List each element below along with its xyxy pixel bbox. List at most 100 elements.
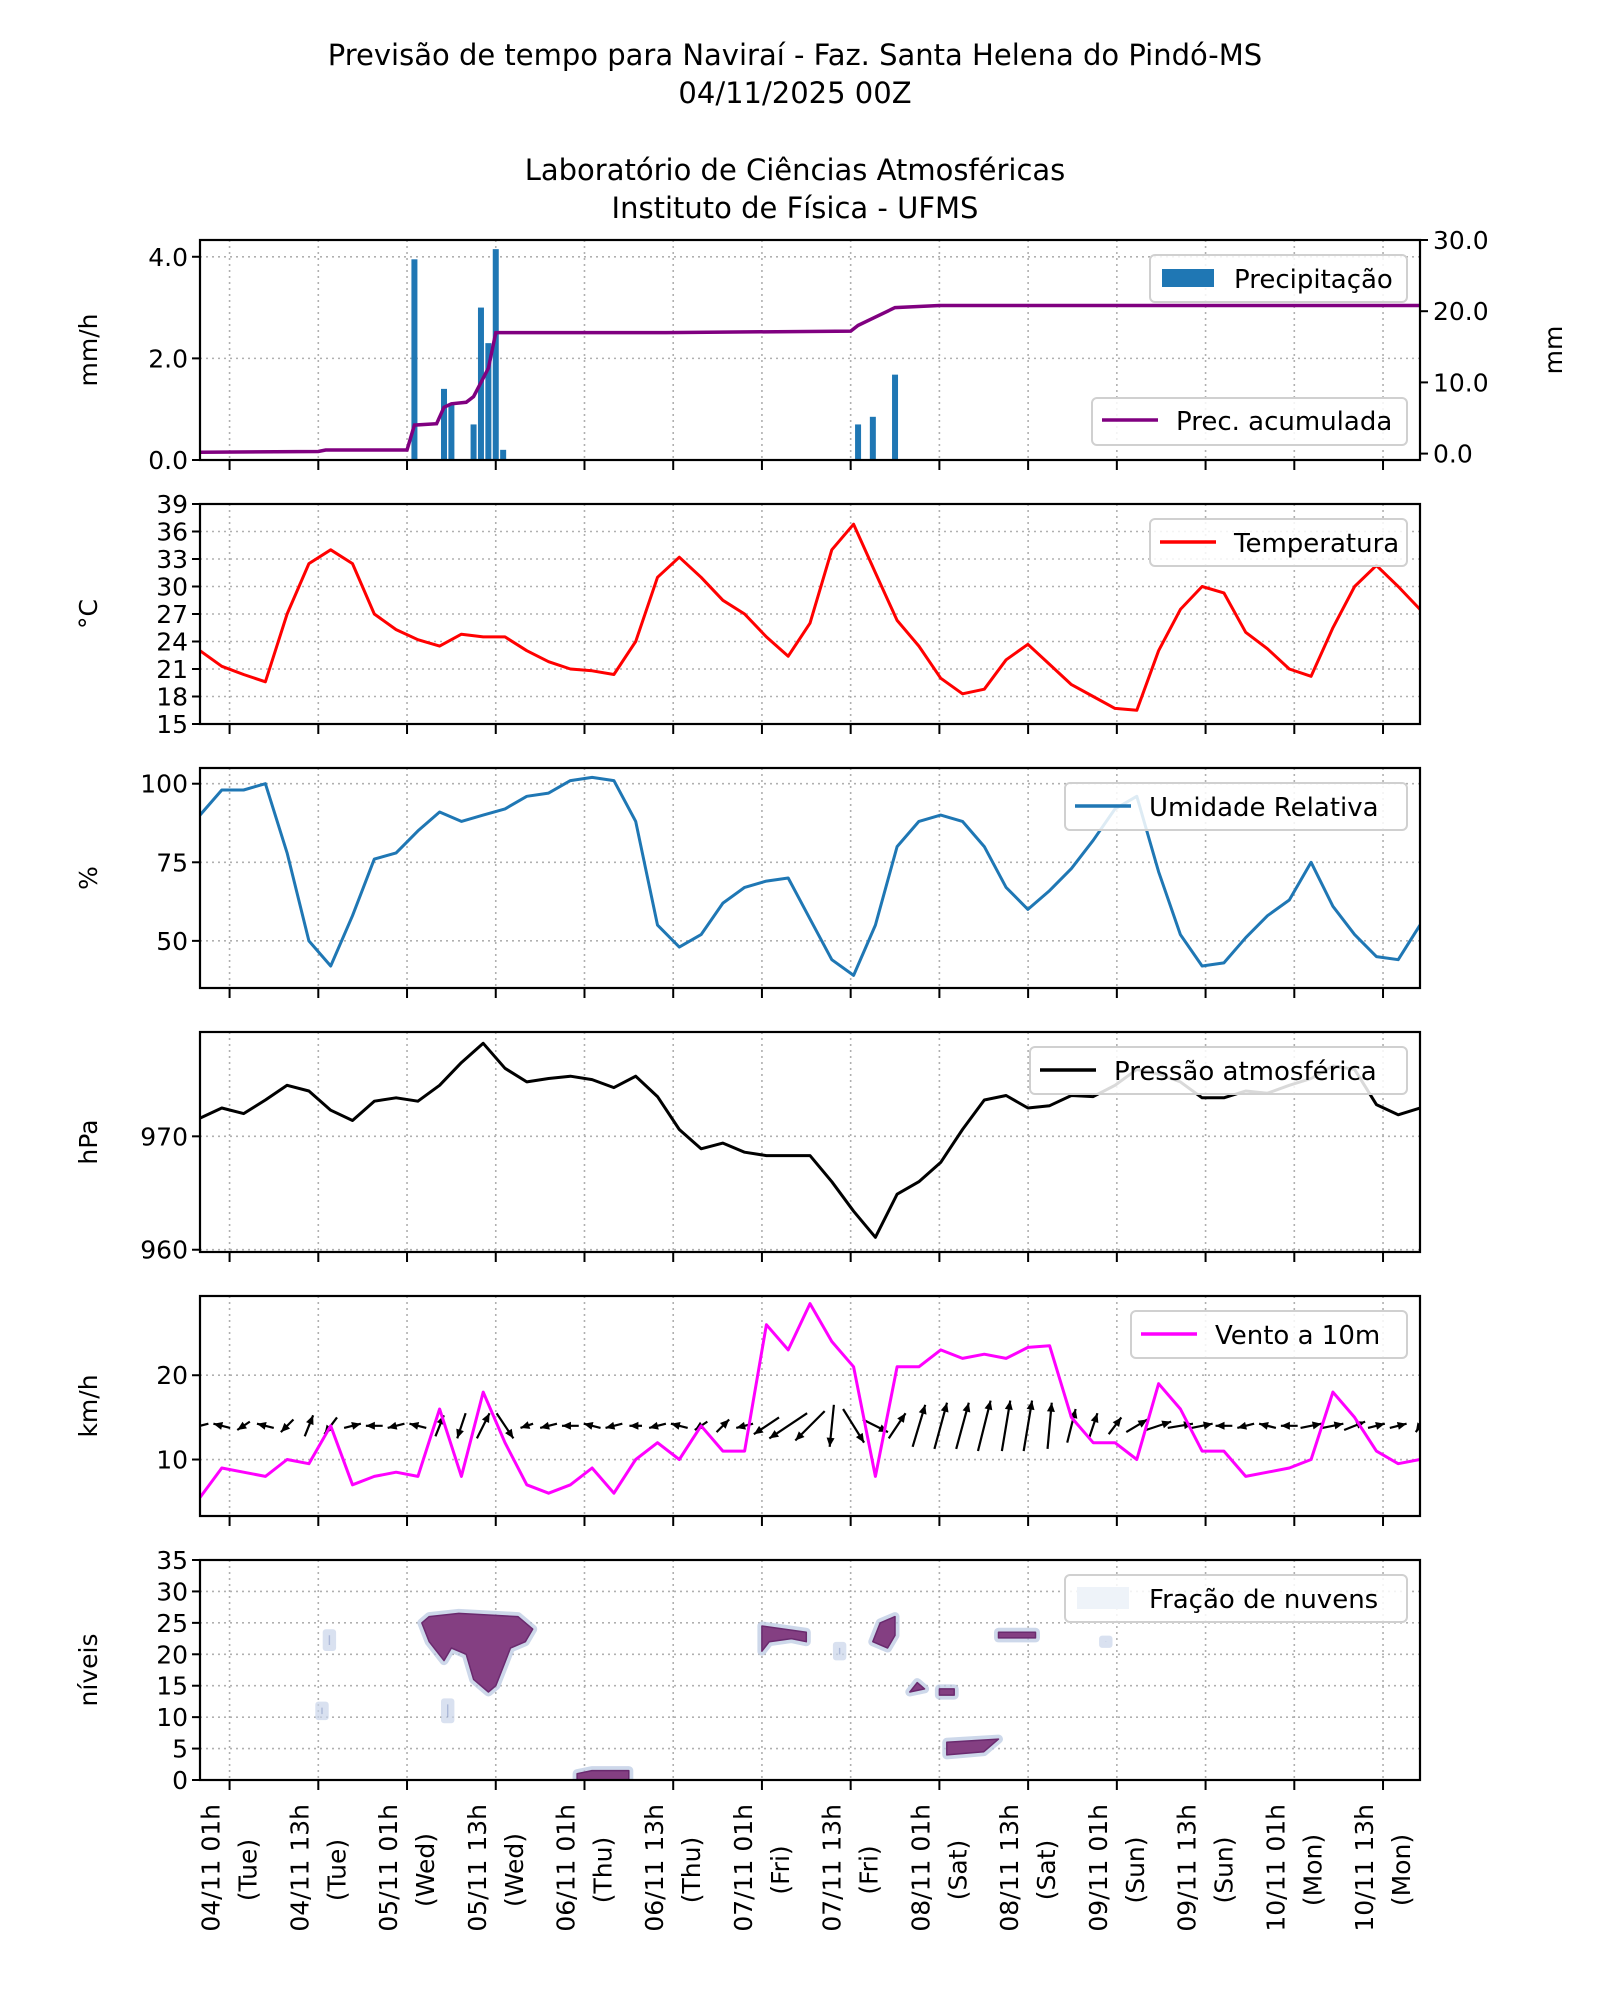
wind-arrow-head (583, 1422, 594, 1430)
wind-arrow-head (795, 1431, 805, 1441)
wind-arrow-head (213, 1422, 224, 1430)
wind-arrow-head (753, 1425, 764, 1435)
wind-arrow-head (897, 1413, 906, 1423)
wind-arrow (933, 1402, 949, 1450)
cloud-region-faint (322, 1629, 337, 1651)
wind-arrow-head (1137, 1419, 1148, 1428)
wind-arrow-head (649, 1421, 659, 1430)
x-tick-label: 07/11 13h (818, 1804, 847, 1932)
right-y-tick-label: 0.0 (1433, 440, 1473, 469)
y-tick-label: 75 (156, 848, 188, 877)
y-axis-label: mm/h (74, 314, 103, 387)
y-tick-label: 20 (156, 1361, 188, 1390)
wind-arrow-head (256, 1422, 267, 1430)
x-tick-day: (Fri) (855, 1845, 884, 1894)
wind-arrow-head (940, 1402, 949, 1413)
wind-arrow (387, 1421, 405, 1430)
y-tick-label: 21 (156, 655, 188, 684)
wind-arrow-head (1375, 1422, 1385, 1430)
wind-arrow (213, 1422, 231, 1430)
wind-arrow (495, 1412, 515, 1440)
precipitation-bar (485, 343, 492, 460)
wind-arrow (456, 1412, 467, 1439)
precipitation-bar (441, 388, 447, 460)
wind-arrow-head (1161, 1420, 1172, 1429)
wind-arrow (1280, 1421, 1298, 1430)
wind-arrow (539, 1421, 558, 1430)
title-lab: Laboratório de Ciências Atmosféricas (525, 153, 1066, 187)
wind-arrow (887, 1412, 907, 1440)
y-axis-label: km/h (74, 1374, 103, 1437)
title-institute: Instituto de Física - UFMS (612, 191, 979, 225)
title-run-date: 04/11/2025 00Z (678, 76, 911, 110)
series-line-vento-a-m (200, 1302, 1420, 1499)
legend-box (1130, 1310, 1408, 1359)
wind-arrow (256, 1422, 275, 1430)
wind-arrow-head (1396, 1422, 1407, 1430)
wind-arrow-head (505, 1428, 514, 1439)
cloud-region (909, 1681, 926, 1693)
axes-frame (198, 238, 1422, 462)
wind-arrow-head (826, 1437, 835, 1447)
wind-arrow (842, 1408, 866, 1444)
precipitation-bar (470, 424, 477, 460)
y-tick-label: 35 (156, 1546, 188, 1575)
y-tick-label: 24 (156, 628, 188, 657)
cloud-region (421, 1612, 534, 1693)
cloud-region (761, 1625, 808, 1652)
wind-arrow (1237, 1421, 1255, 1430)
wind-arrow-head (962, 1402, 971, 1413)
title-location: Previsão de tempo para Naviraí - Faz. Sa… (328, 38, 1262, 72)
plot-area (315, 1608, 1113, 1780)
x-tick-label: 09/11 01h (1084, 1804, 1113, 1932)
axes-frame (198, 1030, 1422, 1254)
wind-arrow (280, 1418, 295, 1433)
wind-arrow-head (481, 1413, 490, 1424)
plot-area (200, 522, 1420, 712)
wind-arrow-head (561, 1421, 571, 1430)
wind-arrow (955, 1402, 971, 1450)
x-tick-day: (Wed) (411, 1833, 440, 1907)
cloud-region (576, 1769, 630, 1780)
wind-arrow (1046, 1402, 1055, 1450)
x-tick-label: 06/11 01h (551, 1804, 580, 1932)
wind-arrow-head (280, 1422, 291, 1433)
wind-arrow (1191, 1421, 1213, 1430)
right-y-tick-label: 20.0 (1433, 297, 1489, 326)
wind-arrow (520, 1421, 534, 1429)
axes-frame (198, 1294, 1422, 1518)
x-tick-label: 08/11 13h (995, 1804, 1024, 1932)
wind-arrow-head (1046, 1402, 1055, 1413)
cloud-region-faint (1099, 1635, 1113, 1648)
wind-arrow-head (351, 1422, 361, 1430)
x-tick-label: 09/11 13h (1173, 1804, 1202, 1932)
legend-box (1064, 782, 1408, 831)
x-tick-day: (Tue) (234, 1839, 263, 1901)
y-tick-label: 0 (172, 1766, 188, 1795)
x-tick-day: (Fri) (766, 1845, 795, 1894)
precipitation-bar (411, 259, 418, 460)
legend-label-precipitation: Precipitação (1234, 265, 1393, 295)
panel-4: 10 20 km/h Vento a 10m (74, 1294, 1422, 1526)
cloud-region-faint (315, 1701, 329, 1721)
wind-arrow-head (1026, 1400, 1035, 1411)
y-tick-label: 39 (156, 490, 188, 519)
series-line-press-o-atmosf-rica (200, 1041, 1420, 1239)
panel-3: 960 970 hPa Pressão atmosférica (74, 1030, 1422, 1265)
y-tick-label: 33 (156, 545, 188, 574)
wind-arrow (670, 1422, 688, 1430)
precipitation-bar (500, 449, 507, 460)
y-tick-label: 960 (140, 1236, 188, 1265)
wind-arrow-head (1237, 1421, 1248, 1430)
y-axis-label: hPa (74, 1119, 103, 1164)
wind-arrow-shaft (200, 1422, 209, 1427)
x-tick-label: 05/11 01h (374, 1804, 403, 1932)
wind-arrow (768, 1412, 808, 1440)
panel-0: 0.0 2.0 4.0 mm/h 0.0 10.0 20.0 30.0 mm Precipitaç… (74, 226, 1568, 475)
wind-arrow (409, 1422, 427, 1430)
cloud-region-faint (832, 1641, 847, 1661)
precipitation-bar (448, 404, 455, 460)
wind-arrow (648, 1421, 667, 1430)
